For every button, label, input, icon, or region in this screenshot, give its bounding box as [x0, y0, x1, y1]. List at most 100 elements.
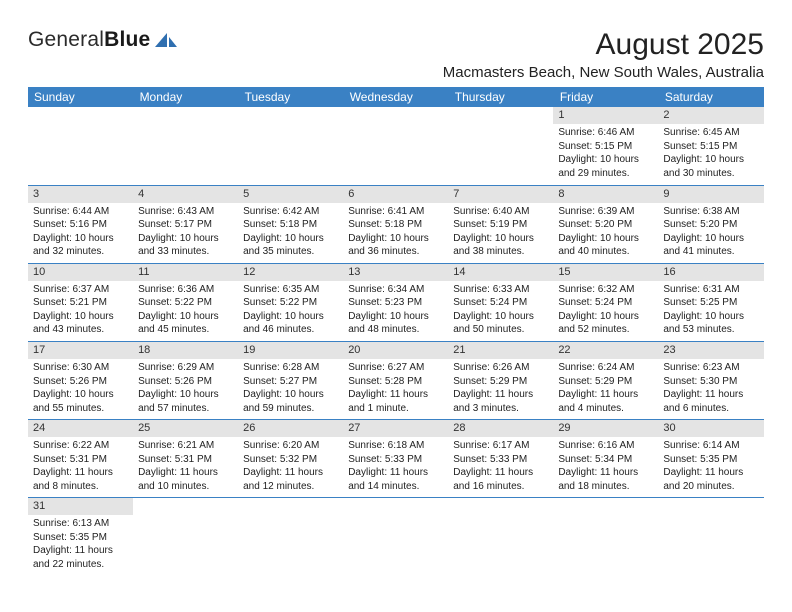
daylight-line2: and 43 minutes. — [33, 323, 128, 337]
weekday-header: Monday — [133, 87, 238, 107]
daylight-line1: Daylight: 10 hours — [138, 310, 233, 324]
daylight-line1: Daylight: 11 hours — [33, 466, 128, 480]
calendar-week: 31Sunrise: 6:13 AMSunset: 5:35 PMDayligh… — [28, 498, 764, 576]
daylight-line1: Daylight: 10 hours — [348, 310, 443, 324]
calendar-cell — [238, 107, 343, 185]
day-number: 18 — [133, 342, 238, 359]
calendar-body: 1 Sunrise: 6:46 AMSunset: 5:15 PM Daylight… — [28, 107, 764, 576]
calendar-cell: 14Sunrise: 6:33 AMSunset: 5:24 PMDayligh… — [448, 263, 553, 341]
brand-part1: General — [28, 28, 104, 51]
calendar-week: 17Sunrise: 6:30 AMSunset: 5:26 PMDayligh… — [28, 341, 764, 419]
calendar-cell — [28, 107, 133, 185]
daylight-line1: Daylight: 10 hours — [558, 232, 653, 246]
day-number: 9 — [658, 186, 763, 203]
day-number: 20 — [343, 342, 448, 359]
calendar-cell: 24Sunrise: 6:22 AMSunset: 5:31 PMDayligh… — [28, 420, 133, 498]
sunset-text: Sunset: 5:26 PM — [33, 375, 128, 389]
daylight-line2: and 32 minutes. — [33, 245, 128, 259]
sunrise-text: Sunrise: 6:17 AM — [453, 439, 548, 453]
sunset-text: Sunset: 5:27 PM — [243, 375, 338, 389]
day-number: 17 — [28, 342, 133, 359]
calendar-cell — [448, 107, 553, 185]
weekday-header: Tuesday — [238, 87, 343, 107]
sunset-text: Sunset: 5:21 PM — [33, 296, 128, 310]
day-details: Sunrise: 6:32 AMSunset: 5:24 PMDaylight:… — [553, 281, 658, 341]
daylight-line2: and 3 minutes. — [453, 402, 548, 416]
daylight-line2: and 14 minutes. — [348, 480, 443, 494]
day-details: Sunrise: 6:36 AMSunset: 5:22 PMDaylight:… — [133, 281, 238, 341]
daylight-line1: Daylight: 10 hours — [243, 388, 338, 402]
sunrise-text: Sunrise: 6:20 AM — [243, 439, 338, 453]
daylight-line1: Daylight: 10 hours — [453, 232, 548, 246]
day-number: 13 — [343, 264, 448, 281]
sunrise-text: Sunrise: 6:27 AM — [348, 361, 443, 375]
calendar-week: 3Sunrise: 6:44 AMSunset: 5:16 PMDaylight… — [28, 185, 764, 263]
calendar-cell — [343, 107, 448, 185]
calendar-cell: 13Sunrise: 6:34 AMSunset: 5:23 PMDayligh… — [343, 263, 448, 341]
sunset-text: Sunset: 5:34 PM — [558, 453, 653, 467]
day-number: 7 — [448, 186, 553, 203]
day-number: 6 — [343, 186, 448, 203]
day-details: Sunrise: 6:17 AMSunset: 5:33 PMDaylight:… — [448, 437, 553, 497]
header: GeneralBlue August 2025 Macmasters Beach… — [28, 28, 764, 81]
day-number: 2 — [658, 107, 763, 124]
calendar-cell: 15Sunrise: 6:32 AMSunset: 5:24 PMDayligh… — [553, 263, 658, 341]
daylight-line2: and 30 minutes. — [663, 167, 758, 181]
calendar-cell: 28Sunrise: 6:17 AMSunset: 5:33 PMDayligh… — [448, 420, 553, 498]
weekday-header: Wednesday — [343, 87, 448, 107]
day-details: Sunrise: 6:14 AMSunset: 5:35 PMDaylight:… — [658, 437, 763, 497]
daylight-line1: Daylight: 10 hours — [558, 310, 653, 324]
daylight-line2: and 8 minutes. — [33, 480, 128, 494]
sunrise-text: Sunrise: 6:46 AM — [558, 126, 653, 140]
daylight-line1: Daylight: 11 hours — [138, 466, 233, 480]
sunset-text: Sunset: 5:29 PM — [453, 375, 548, 389]
daylight-line1: Daylight: 11 hours — [663, 466, 758, 480]
daylight-line2: and 6 minutes. — [663, 402, 758, 416]
daylight-line2: and 38 minutes. — [453, 245, 548, 259]
calendar-cell: 5Sunrise: 6:42 AMSunset: 5:18 PMDaylight… — [238, 185, 343, 263]
sunrise-text: Sunrise: 6:21 AM — [138, 439, 233, 453]
day-number: 15 — [553, 264, 658, 281]
weekday-header: Sunday — [28, 87, 133, 107]
daylight-line1: Daylight: 10 hours — [663, 232, 758, 246]
day-number: 22 — [553, 342, 658, 359]
daylight-line1: Daylight: 10 hours — [663, 153, 758, 167]
sunrise-text: Sunrise: 6:23 AM — [663, 361, 758, 375]
title-block: August 2025 Macmasters Beach, New South … — [443, 28, 764, 81]
daylight-line2: and 12 minutes. — [243, 480, 338, 494]
sunset-text: Sunset: 5:24 PM — [558, 296, 653, 310]
location-text: Macmasters Beach, New South Wales, Austr… — [443, 64, 764, 81]
day-number: 8 — [553, 186, 658, 203]
day-number: 3 — [28, 186, 133, 203]
day-number: 23 — [658, 342, 763, 359]
sunrise-text: Sunrise: 6:14 AM — [663, 439, 758, 453]
calendar-cell: 30Sunrise: 6:14 AMSunset: 5:35 PMDayligh… — [658, 420, 763, 498]
day-details: Sunrise: 6:29 AMSunset: 5:26 PMDaylight:… — [133, 359, 238, 419]
calendar-cell: 9Sunrise: 6:38 AMSunset: 5:20 PMDaylight… — [658, 185, 763, 263]
day-details: Sunrise: 6:13 AMSunset: 5:35 PMDaylight:… — [28, 515, 133, 575]
calendar-cell — [133, 107, 238, 185]
day-number: 1 — [553, 107, 658, 124]
sunrise-text: Sunrise: 6:40 AM — [453, 205, 548, 219]
calendar-cell — [133, 498, 238, 576]
sunset-text: Sunset: 5:31 PM — [33, 453, 128, 467]
sunset-text: Sunset: 5:30 PM — [663, 375, 758, 389]
day-number: 11 — [133, 264, 238, 281]
daylight-line2: and 1 minute. — [348, 402, 443, 416]
daylight-line1: Daylight: 11 hours — [663, 388, 758, 402]
day-number: 31 — [28, 498, 133, 515]
day-details: Sunrise: 6:33 AMSunset: 5:24 PMDaylight:… — [448, 281, 553, 341]
sunset-text: Sunset: 5:32 PM — [243, 453, 338, 467]
sunset-text: Sunset: 5:20 PM — [558, 218, 653, 232]
daylight-line2: and 50 minutes. — [453, 323, 548, 337]
daylight-line1: Daylight: 11 hours — [243, 466, 338, 480]
calendar-cell — [343, 498, 448, 576]
daylight-line2: and 35 minutes. — [243, 245, 338, 259]
sunset-text: Sunset: 5:15 PM — [558, 140, 653, 154]
sunrise-text: Sunrise: 6:13 AM — [33, 517, 128, 531]
daylight-line2: and 18 minutes. — [558, 480, 653, 494]
sunrise-text: Sunrise: 6:26 AM — [453, 361, 548, 375]
daylight-line1: Daylight: 11 hours — [348, 466, 443, 480]
sunset-text: Sunset: 5:23 PM — [348, 296, 443, 310]
daylight-line1: Daylight: 10 hours — [138, 232, 233, 246]
